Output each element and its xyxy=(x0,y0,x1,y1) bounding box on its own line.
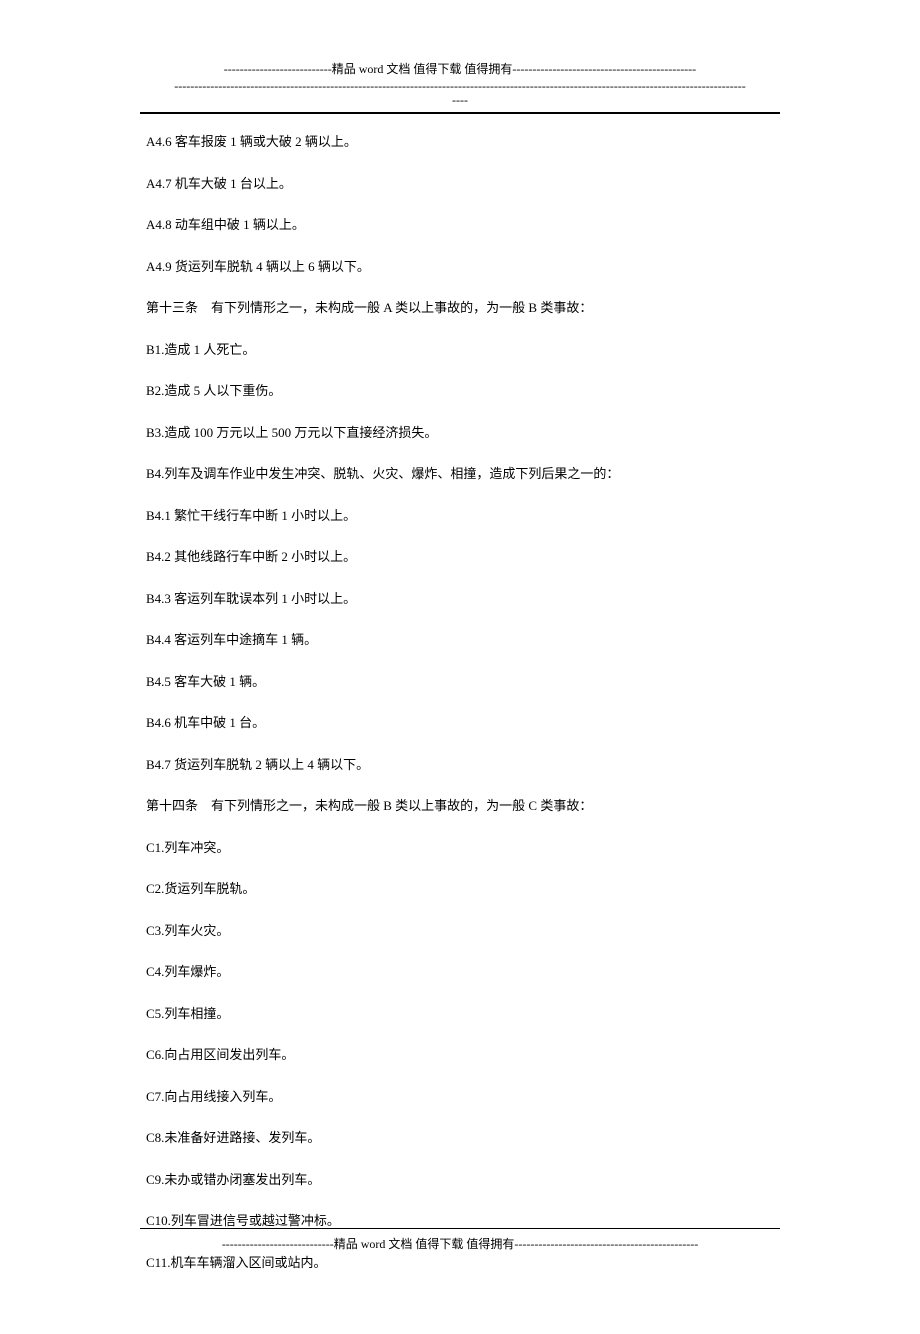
list-item: A4.9 货运列车脱轨 4 辆以上 6 辆以下。 xyxy=(146,257,774,277)
document-page: ---------------------------精品 word 文档 值得… xyxy=(0,0,920,1334)
header-line-2: ----------------------------------------… xyxy=(140,79,780,93)
list-item: C3.列车火灾。 xyxy=(146,921,774,941)
list-item: C4.列车爆炸。 xyxy=(146,962,774,982)
document-body: A4.6 客车报废 1 辆或大破 2 辆以上。 A4.7 机车大破 1 台以上。… xyxy=(140,132,780,1272)
list-item: C7.向占用线接入列车。 xyxy=(146,1087,774,1107)
list-item: B2.造成 5 人以下重伤。 xyxy=(146,381,774,401)
list-item: C2.货运列车脱轨。 xyxy=(146,879,774,899)
header-line-3: ---- xyxy=(140,93,780,108)
footer-text: ----------------------------精品 word 文档 值… xyxy=(140,1235,780,1252)
footer: ----------------------------精品 word 文档 值… xyxy=(140,1228,780,1252)
list-item: B4.列车及调车作业中发生冲突、脱轨、火灾、爆炸、相撞，造成下列后果之一的： xyxy=(146,464,774,484)
footer-rule xyxy=(140,1228,780,1229)
list-item: B4.4 客运列车中途摘车 1 辆。 xyxy=(146,630,774,650)
list-item: C11.机车车辆溜入区间或站内。 xyxy=(146,1253,774,1273)
header-line-1: ---------------------------精品 word 文档 值得… xyxy=(140,60,780,77)
list-item: 第十三条 有下列情形之一，未构成一般 A 类以上事故的，为一般 B 类事故： xyxy=(146,298,774,318)
list-item: B3.造成 100 万元以上 500 万元以下直接经济损失。 xyxy=(146,423,774,443)
header-rule xyxy=(140,112,780,114)
list-item: C6.向占用区间发出列车。 xyxy=(146,1045,774,1065)
list-item: A4.7 机车大破 1 台以上。 xyxy=(146,174,774,194)
list-item: A4.6 客车报废 1 辆或大破 2 辆以上。 xyxy=(146,132,774,152)
list-item: B4.2 其他线路行车中断 2 小时以上。 xyxy=(146,547,774,567)
list-item: C5.列车相撞。 xyxy=(146,1004,774,1024)
list-item: B4.6 机车中破 1 台。 xyxy=(146,713,774,733)
list-item: C9.未办或错办闭塞发出列车。 xyxy=(146,1170,774,1190)
list-item: B1.造成 1 人死亡。 xyxy=(146,340,774,360)
list-item: B4.3 客运列车耽误本列 1 小时以上。 xyxy=(146,589,774,609)
list-item: B4.7 货运列车脱轨 2 辆以上 4 辆以下。 xyxy=(146,755,774,775)
list-item: B4.1 繁忙干线行车中断 1 小时以上。 xyxy=(146,506,774,526)
list-item: C8.未准备好进路接、发列车。 xyxy=(146,1128,774,1148)
list-item: A4.8 动车组中破 1 辆以上。 xyxy=(146,215,774,235)
list-item: 第十四条 有下列情形之一，未构成一般 B 类以上事故的，为一般 C 类事故： xyxy=(146,796,774,816)
list-item: B4.5 客车大破 1 辆。 xyxy=(146,672,774,692)
list-item: C1.列车冲突。 xyxy=(146,838,774,858)
